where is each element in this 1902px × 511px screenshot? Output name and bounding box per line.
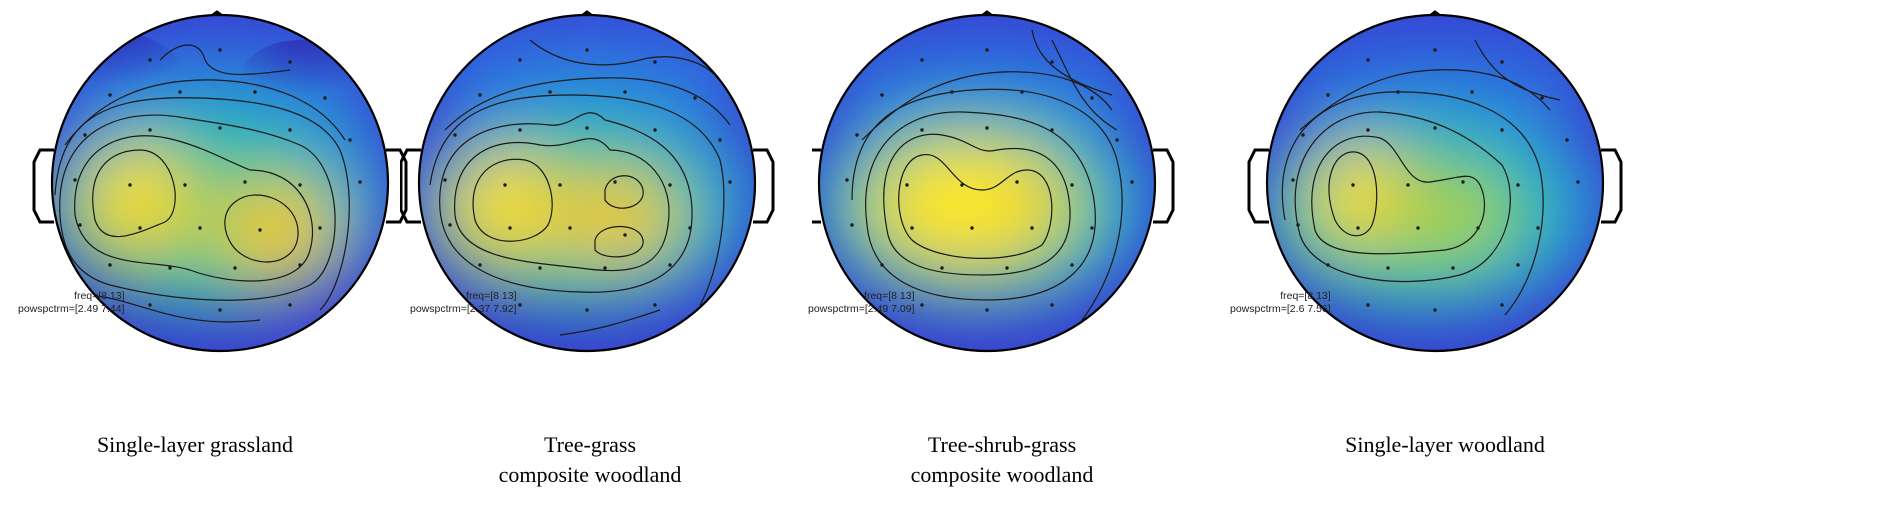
powspctrm-label: powspctrm=[2.37 7.92] <box>410 303 517 315</box>
freq-annotation: freq=[8 13] powspctrm=[2.49 7.09] <box>808 290 915 316</box>
panel-caption: Tree-grass composite woodland <box>355 430 825 490</box>
contour-lines <box>54 44 350 323</box>
left-ear-icon <box>1247 148 1269 224</box>
freq-label: freq=[8 13] <box>466 290 517 302</box>
head-outline <box>50 13 390 353</box>
contour-lines <box>1281 39 1561 316</box>
topomap-panel-2: freq=[8 13] powspctrm=[2.37 7.92] Tree-g… <box>400 0 870 511</box>
powspctrm-label: powspctrm=[2.6 7.56] <box>1230 303 1331 315</box>
caption-line-1: Single-layer woodland <box>1345 432 1545 457</box>
freq-annotation: freq=[8 13] powspctrm=[2.37 7.92] <box>410 290 517 316</box>
caption-line-1: Single-layer grassland <box>96 432 294 457</box>
power-heatmap <box>52 15 388 351</box>
caption-line-1: Tree-grass <box>543 432 637 457</box>
electrode-markers <box>73 48 362 312</box>
topomap-panel-3: freq=[8 13] powspctrm=[2.49 7.09] Tree-s… <box>808 0 1282 511</box>
topographic-map-3 <box>812 10 1175 353</box>
topographic-map-1 <box>32 10 408 353</box>
topographic-map-4 <box>1247 10 1623 353</box>
power-heatmap <box>1267 15 1603 351</box>
powspctrm-label: powspctrm=[2.49 7.44] <box>18 303 125 315</box>
panel-caption: Single-layer woodland <box>1210 430 1680 460</box>
freq-annotation: freq=[8 13] powspctrm=[2.6 7.56] <box>1230 290 1331 316</box>
electrode-markers <box>845 48 1134 312</box>
power-heatmap <box>819 15 1155 351</box>
freq-annotation: freq=[8 13] powspctrm=[2.49 7.44] <box>18 290 125 316</box>
contour-lines <box>851 29 1123 321</box>
left-ear-icon <box>32 148 54 224</box>
caption-line-1: Tree-shrub-grass <box>927 432 1077 457</box>
topomap-panel-1: freq=[8 13] powspctrm=[2.49 7.44] Single… <box>0 0 470 511</box>
head-outline <box>417 13 757 353</box>
head-outline <box>1265 13 1605 353</box>
right-ear-icon <box>753 148 775 224</box>
right-ear-icon <box>1601 148 1623 224</box>
freq-label: freq=[8 13] <box>74 290 125 302</box>
panel-caption: Single-layer grassland <box>0 430 430 460</box>
power-heatmap <box>419 15 755 351</box>
topomap-panel-4: freq=[8 13] powspctrm=[2.6 7.56] Single-… <box>1230 0 1710 511</box>
contour-lines <box>429 39 731 336</box>
caption-line-2: composite woodland <box>498 462 682 487</box>
freq-label: freq=[8 13] <box>864 290 915 302</box>
electrode-markers <box>1291 48 1580 312</box>
powspctrm-label: powspctrm=[2.49 7.09] <box>808 303 915 315</box>
topographic-map-2 <box>400 10 775 353</box>
right-ear-icon <box>1153 148 1175 224</box>
freq-label: freq=[8 13] <box>1280 290 1331 302</box>
right-ear-icon <box>386 148 408 224</box>
panel-caption: Tree-shrub-grass composite woodland <box>767 430 1237 490</box>
electrode-markers <box>443 48 732 312</box>
left-ear-icon <box>400 148 421 224</box>
caption-line-2: composite woodland <box>910 462 1094 487</box>
head-outline <box>817 13 1157 353</box>
